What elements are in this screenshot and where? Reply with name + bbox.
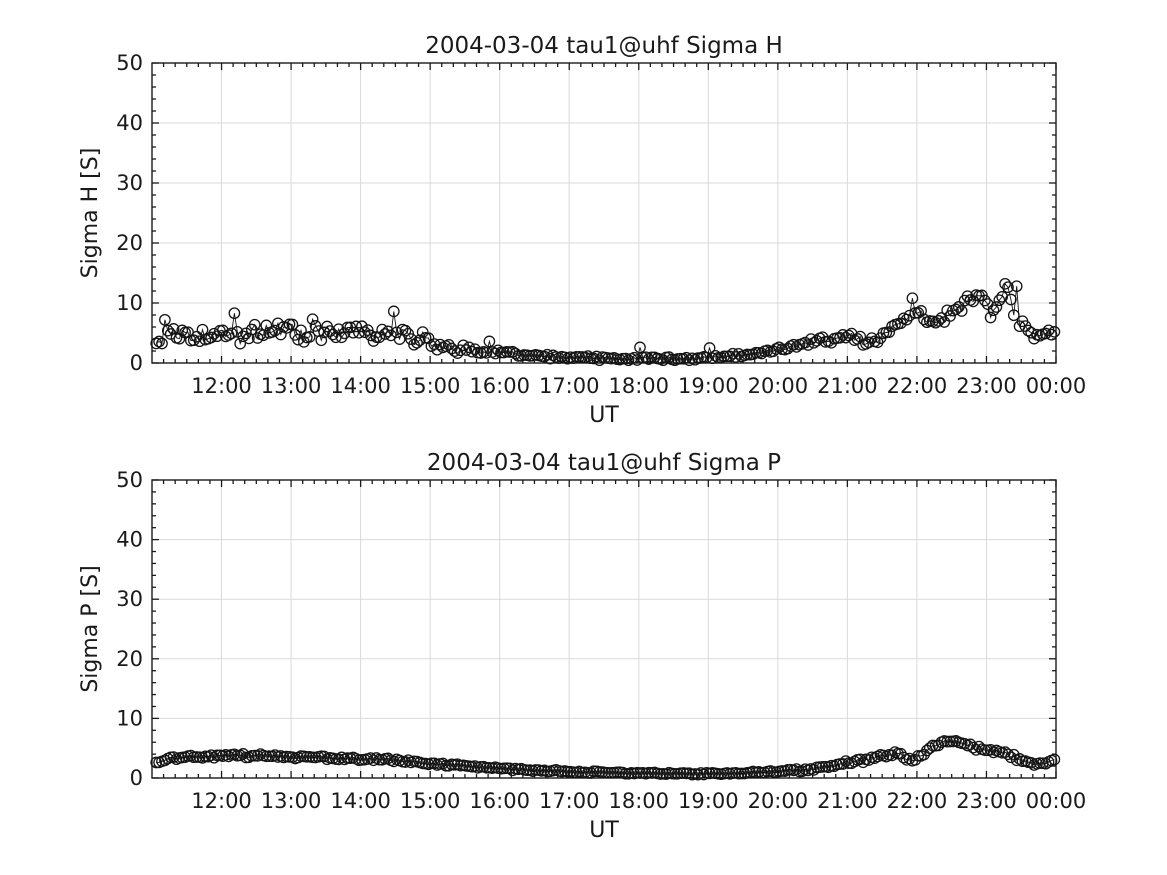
y-tick-label: 40 bbox=[116, 111, 143, 135]
x-tick-label: 22:00 bbox=[887, 374, 948, 398]
x-tick-label: 16:00 bbox=[469, 789, 530, 813]
x-tick-label: 12:00 bbox=[191, 374, 252, 398]
sigma-h-title: 2004-03-04 tau1@uhf Sigma H bbox=[425, 33, 783, 59]
x-tick-label: 20:00 bbox=[748, 374, 809, 398]
y-tick-label: 10 bbox=[116, 706, 143, 730]
x-tick-label: 19:00 bbox=[678, 374, 739, 398]
x-tick-label: 00:00 bbox=[1026, 789, 1087, 813]
tick-marks bbox=[152, 479, 1057, 779]
x-tick-label: 19:00 bbox=[678, 789, 739, 813]
y-tick-label: 0 bbox=[130, 766, 143, 790]
x-tick-label: 17:00 bbox=[539, 374, 600, 398]
axes-box bbox=[151, 479, 1057, 779]
y-tick-label: 40 bbox=[116, 528, 143, 552]
y-tick-label: 20 bbox=[116, 647, 143, 671]
y-tick-label: 50 bbox=[116, 468, 143, 492]
x-tick-label: 21:00 bbox=[817, 789, 878, 813]
y-tick-label: 0 bbox=[130, 351, 143, 375]
sigma-h-xlabel: UT bbox=[589, 403, 619, 428]
axes-box bbox=[151, 62, 1057, 364]
x-tick-label: 18:00 bbox=[609, 789, 670, 813]
x-tick-label: 17:00 bbox=[539, 789, 600, 813]
grid-lines bbox=[152, 63, 1056, 363]
x-tick-label: 23:00 bbox=[956, 374, 1017, 398]
y-tick-label: 50 bbox=[116, 51, 143, 75]
x-tick-label: 15:00 bbox=[400, 789, 461, 813]
sigma-p-plot: 12:00 13:00 14:00 15:00 16:00 17:00 18:00 19:00… bbox=[78, 450, 1086, 843]
x-tick-label: 21:00 bbox=[817, 374, 878, 398]
sigma-h-ylabel: Sigma H [S] bbox=[78, 148, 103, 279]
y-tick-label: 30 bbox=[116, 587, 143, 611]
y-tick-label: 20 bbox=[116, 231, 143, 255]
tick-labels: 12:00 13:00 14:00 15:00 16:00 17:00 18:00 19:00… bbox=[116, 468, 1086, 813]
y-tick-label: 10 bbox=[116, 291, 143, 315]
x-tick-label: 14:00 bbox=[330, 789, 391, 813]
sigma-h-axes: 12:00 13:00 14:00 15:00 16:00 17:00 18:00 19:00… bbox=[116, 51, 1086, 398]
sigma-h-plot: 12:00 13:00 14:00 15:00 16:00 17:00 18:00 19:00… bbox=[78, 33, 1086, 428]
grid-lines bbox=[152, 480, 1056, 778]
x-tick-label: 14:00 bbox=[330, 374, 391, 398]
x-tick-label: 18:00 bbox=[609, 374, 670, 398]
sigma-p-axes: 12:00 13:00 14:00 15:00 16:00 17:00 18:00 19:00… bbox=[116, 468, 1086, 813]
sigma-p-ylabel: Sigma P [S] bbox=[78, 565, 103, 692]
x-tick-label: 15:00 bbox=[400, 374, 461, 398]
x-tick-label: 13:00 bbox=[261, 374, 322, 398]
x-tick-label: 22:00 bbox=[887, 789, 948, 813]
x-tick-label: 12:00 bbox=[191, 789, 252, 813]
x-tick-label: 23:00 bbox=[956, 789, 1017, 813]
sigma-p-title: 2004-03-04 tau1@uhf Sigma P bbox=[427, 450, 781, 476]
tick-labels: 12:00 13:00 14:00 15:00 16:00 17:00 18:00 19:00… bbox=[116, 51, 1086, 398]
x-tick-label: 13:00 bbox=[261, 789, 322, 813]
x-tick-label: 16:00 bbox=[469, 374, 530, 398]
x-tick-label: 00:00 bbox=[1026, 374, 1087, 398]
sigma-p-xlabel: UT bbox=[589, 818, 619, 843]
data-markers bbox=[150, 735, 1061, 781]
data-markers bbox=[150, 278, 1061, 366]
x-tick-label: 20:00 bbox=[748, 789, 809, 813]
y-tick-label: 30 bbox=[116, 171, 143, 195]
